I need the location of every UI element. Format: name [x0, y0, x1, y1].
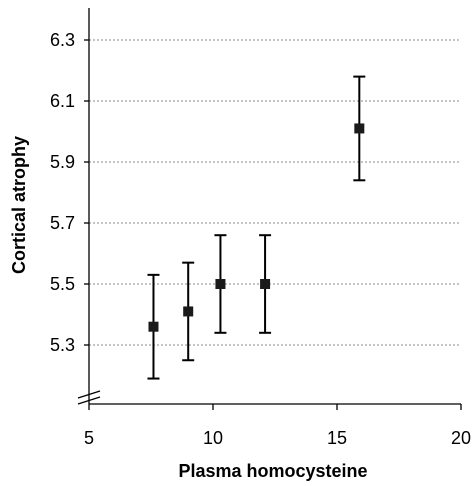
- axis-break-mark: [77, 390, 101, 405]
- square-marker: [354, 123, 365, 134]
- y-tick-label: 6.1: [50, 91, 75, 111]
- square-marker: [260, 279, 271, 289]
- y-tick-label: 5.9: [50, 152, 75, 172]
- data-point: [353, 75, 366, 182]
- data-point: [214, 234, 227, 334]
- y-axis-title: Cortical atrophy: [9, 136, 29, 274]
- x-tick-label: 20: [451, 428, 471, 448]
- break-line: [77, 396, 101, 405]
- x-tick-label: 15: [327, 428, 347, 448]
- data-point: [147, 273, 160, 380]
- square-marker: [148, 321, 159, 332]
- y-tick-label: 5.5: [50, 274, 75, 294]
- square-marker: [215, 279, 226, 289]
- x-axis-ticks: 5 10 15 20: [84, 404, 471, 448]
- break-line: [77, 390, 101, 399]
- y-tick-label: 5.7: [50, 213, 75, 233]
- y-axis-ticks: 5.3 5.5 5.7 5.9 6.1 6.3: [50, 30, 89, 355]
- gridlines: [89, 39, 461, 346]
- data-points: [147, 75, 366, 380]
- data-point: [182, 261, 195, 362]
- x-tick-label: 10: [203, 428, 223, 448]
- data-point: [259, 234, 272, 334]
- y-tick-label: 6.3: [50, 30, 75, 50]
- x-axis-title: Plasma homocysteine: [178, 461, 367, 481]
- y-tick-label: 5.3: [50, 335, 75, 355]
- square-marker: [183, 306, 194, 317]
- x-tick-label: 5: [84, 428, 94, 448]
